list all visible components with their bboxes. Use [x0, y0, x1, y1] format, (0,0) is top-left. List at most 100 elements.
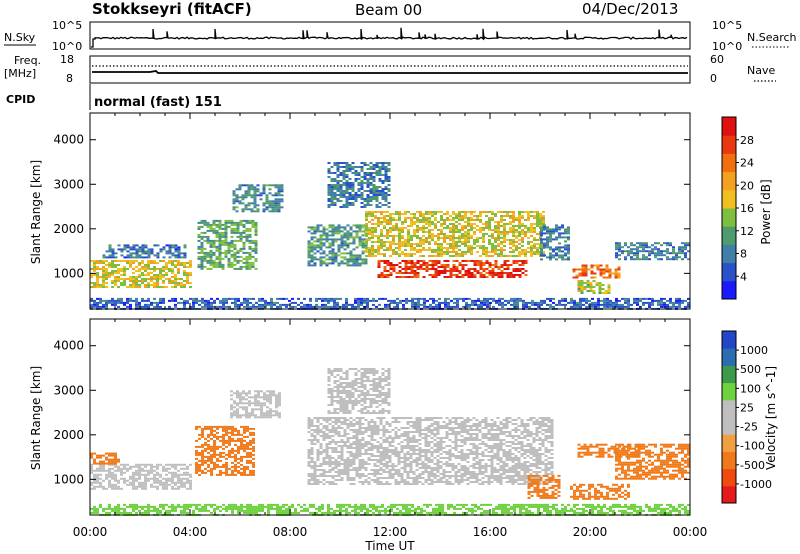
velocity-echo-cell — [201, 459, 204, 462]
power-x-ticks — [89, 113, 691, 309]
power-echo-cell — [413, 270, 417, 272]
velocity-echo-cell — [240, 443, 243, 446]
velocity-echo-cell — [328, 469, 332, 471]
velocity-echo-cell — [355, 475, 359, 477]
power-echo-cell — [413, 215, 416, 217]
velocity-echo-cell — [138, 465, 141, 468]
power-echo-cell — [580, 288, 584, 290]
power-echo-cell — [132, 268, 135, 270]
velocity-echo-cell — [358, 433, 362, 435]
power-echo-cell — [248, 233, 252, 236]
power-echo-cell — [606, 297, 609, 300]
power-echo-cell — [316, 250, 320, 253]
power-echo-cell — [330, 190, 334, 192]
velocity-echo-cell — [355, 439, 359, 441]
power-echo-cell — [358, 230, 362, 233]
velocity-echo-cell — [349, 445, 353, 447]
velocity-echo-cell — [310, 457, 314, 459]
power-echo-cell — [192, 299, 195, 302]
power-echo-cell — [624, 242, 627, 245]
velocity-echo-cell — [355, 417, 359, 419]
power-echo-cell — [277, 206, 281, 209]
velocity-echo-cell — [325, 481, 329, 483]
power-echo-cell — [398, 247, 401, 249]
power-echo-cell — [242, 219, 246, 222]
power-echo-cell — [398, 266, 402, 268]
power-echo-cell — [549, 254, 552, 257]
power-echo-cell — [327, 305, 330, 308]
power-echo-cell — [352, 258, 356, 261]
power-echo-cell — [339, 162, 343, 164]
power-echo-cell — [90, 282, 93, 284]
power-echo-cell — [645, 301, 648, 304]
power-echo-cell — [372, 190, 376, 192]
power-echo-cell — [506, 211, 509, 213]
power-echo-cell — [447, 303, 450, 306]
power-echo-cell — [419, 229, 422, 231]
velocity-echo-cell — [240, 447, 243, 450]
velocity-echo-cell — [111, 477, 114, 480]
power-echo-cell — [521, 253, 524, 255]
power-echo-cell — [105, 274, 108, 276]
velocity-echo-cell — [328, 447, 332, 449]
power-echo-cell — [389, 243, 392, 245]
power-echo-cell — [319, 234, 323, 237]
power-echo-cell — [422, 249, 425, 251]
power-echo-cell — [389, 249, 392, 251]
velocity-echo-cell — [144, 485, 147, 488]
power-echo-cell — [135, 260, 138, 262]
velocity-echo-cell — [257, 402, 260, 405]
power-echo-cell — [222, 297, 225, 300]
power-echo-cell — [322, 260, 326, 263]
power-echo-cell — [404, 276, 408, 278]
power-echo-cell — [444, 301, 447, 304]
velocity-echo-cell — [331, 417, 335, 419]
velocity-echo-cell — [165, 473, 168, 476]
power-echo-cell — [236, 249, 240, 252]
power-echo-cell — [377, 260, 381, 262]
power-echo-cell — [361, 260, 365, 263]
power-echo-cell — [455, 221, 458, 223]
power-echo-cell — [239, 221, 243, 224]
power-echo-cell — [108, 262, 111, 264]
velocity-echo-cell — [207, 447, 210, 450]
velocity-echo-cell — [236, 404, 239, 407]
nave-tick-top: 60 — [710, 53, 724, 66]
velocity-echo-cell — [204, 459, 207, 462]
power-echo-cell — [422, 268, 426, 270]
power-echo-cell — [271, 210, 275, 213]
velocity-echo-cell — [239, 398, 242, 401]
power-echo-cell — [328, 244, 332, 247]
power-echo-cell — [206, 223, 210, 226]
power-echo-cell — [251, 263, 255, 266]
power-echo-cell — [357, 303, 360, 306]
power-echo-cell — [206, 255, 210, 258]
velocity-echo-cell — [355, 457, 359, 459]
power-echo-cell — [494, 264, 498, 266]
power-echo-cell — [327, 301, 330, 304]
velocity-echo-cell — [246, 455, 249, 458]
velocity-echo-cell — [352, 469, 356, 471]
power-echo-cell — [607, 288, 611, 290]
power-echo-cell — [315, 299, 318, 302]
velocity-echo-cell — [135, 477, 138, 480]
power-echo-cell — [416, 260, 420, 262]
power-echo-cell — [267, 303, 270, 306]
power-echo-cell — [230, 221, 234, 224]
power-echo-cell — [422, 231, 425, 233]
power-echo-cell — [248, 241, 252, 244]
power-echo-cell — [443, 223, 446, 225]
power-echo-cell — [464, 241, 467, 243]
power-echo-cell — [450, 305, 453, 308]
velocity-echo-cell — [222, 447, 225, 450]
nsky-tick-bottom: 10^0 — [52, 40, 82, 53]
velocity-echo-cell — [275, 398, 278, 401]
velocity-echo-cell — [225, 427, 228, 430]
power-echo-cell — [555, 254, 558, 257]
power-echo-cell — [431, 233, 434, 235]
velocity-echo-cell — [240, 473, 243, 476]
velocity-echo-cell — [120, 473, 123, 476]
velocity-echo-cell — [201, 431, 204, 434]
power-echo-cell — [401, 221, 404, 223]
power-echo-cell — [500, 266, 504, 268]
